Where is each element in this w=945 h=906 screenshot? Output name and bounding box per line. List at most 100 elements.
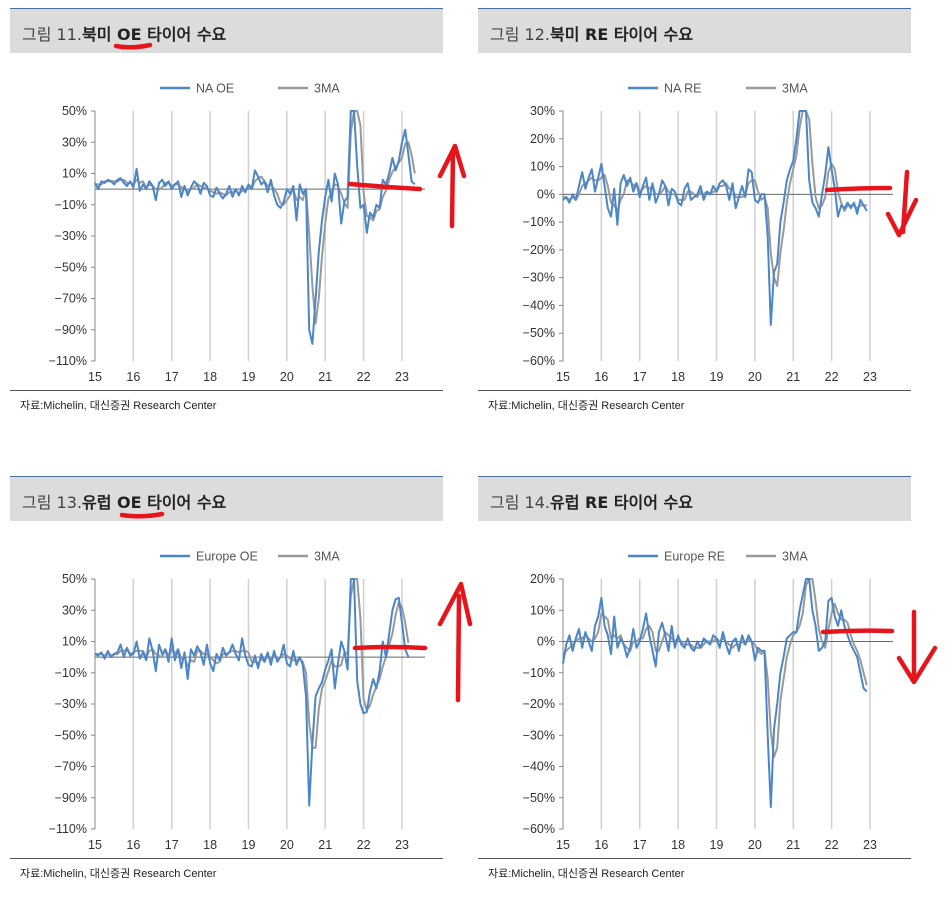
series-line-main bbox=[94, 578, 410, 807]
x-tick-label: 17 bbox=[633, 370, 647, 384]
x-tick-label: 16 bbox=[594, 370, 608, 384]
x-tick-label: 22 bbox=[825, 838, 839, 852]
legend-label: NA OE bbox=[196, 82, 234, 96]
legend: Europe RE 3MA bbox=[628, 550, 808, 564]
y-tick-label: −40% bbox=[523, 760, 555, 774]
y-tick-label: −10% bbox=[55, 198, 87, 212]
y-tick-label: −50% bbox=[55, 728, 87, 742]
x-tick-label: 20 bbox=[748, 370, 762, 384]
panel-footer: 자료:Michelin, 대신증권 Research Center bbox=[478, 858, 911, 880]
y-tick-label: 0% bbox=[537, 187, 555, 201]
source-note: 자료:Michelin, 대신증권 Research Center bbox=[20, 400, 217, 412]
x-tick-label: 15 bbox=[556, 838, 570, 852]
y-tick-label: 50% bbox=[62, 572, 87, 586]
x-tick-label: 18 bbox=[671, 370, 685, 384]
panel-footer: 자료:Michelin, 대신증권 Research Center bbox=[478, 390, 911, 412]
x-tick-label: 22 bbox=[357, 370, 371, 384]
y-tick-label: 10% bbox=[530, 160, 555, 174]
y-tick-label: −70% bbox=[55, 292, 87, 306]
line-chart: 15 16 17 18 19 20 21 22 23 −110% −90% −70% −50% −30% −… bbox=[49, 82, 425, 384]
panel-header: 그림 13.유럽 OE 타이어 수요 bbox=[10, 476, 443, 521]
line-chart: 15 16 17 18 19 20 21 22 23 −60% −50% −40% −30% −20% −1… bbox=[523, 550, 893, 852]
series-line-main bbox=[562, 110, 868, 326]
y-tick-label: 20% bbox=[530, 132, 555, 146]
y-tick-label: −70% bbox=[55, 760, 87, 774]
line-chart: 15 16 17 18 19 20 21 22 23 −110% −90% −70% −50% −30% −… bbox=[49, 550, 425, 852]
y-tick-label: −10% bbox=[523, 215, 555, 229]
y-tick-label: 30% bbox=[62, 135, 87, 149]
series-line-3ma bbox=[563, 110, 867, 287]
y-tick-label: −110% bbox=[49, 354, 87, 368]
x-tick-label: 17 bbox=[633, 838, 647, 852]
y-tick-label: −60% bbox=[523, 822, 555, 836]
y-tick-label: −20% bbox=[523, 243, 555, 257]
x-tick-label: 23 bbox=[863, 370, 877, 384]
legend-label: Europe RE bbox=[664, 550, 725, 564]
legend-label: 3MA bbox=[314, 550, 340, 564]
y-tick-label: −90% bbox=[55, 323, 87, 337]
x-tick-label: 16 bbox=[126, 370, 140, 384]
chart-panel-na-oe: 그림 11.북미 OE 타이어 수요 15 16 17 18 19 20 21 22 23 −11… bbox=[10, 8, 445, 428]
panel-header: 그림 14.유럽 RE 타이어 수요 bbox=[478, 476, 911, 521]
x-tick-label: 22 bbox=[825, 370, 839, 384]
x-tick-label: 19 bbox=[710, 838, 724, 852]
x-tick-label: 17 bbox=[165, 370, 179, 384]
x-tick-label: 18 bbox=[203, 370, 217, 384]
y-tick-label: −10% bbox=[523, 666, 555, 680]
series-line-3ma bbox=[562, 578, 868, 759]
x-tick-label: 21 bbox=[318, 370, 332, 384]
panel-footer: 자료:Michelin, 대신증권 Research Center bbox=[10, 858, 443, 880]
y-tick-label: −50% bbox=[523, 326, 555, 340]
x-tick-label: 16 bbox=[594, 838, 608, 852]
panel-header: 그림 11.북미 OE 타이어 수요 bbox=[10, 8, 443, 53]
y-tick-label: −40% bbox=[523, 298, 555, 312]
x-tick-label: 15 bbox=[88, 370, 102, 384]
chart-panel-na-re: 그림 12.북미 RE 타이어 수요 15 16 17 18 19 20 21 22 23 −60… bbox=[478, 8, 913, 428]
source-note: 자료:Michelin, 대신증권 Research Center bbox=[488, 868, 685, 880]
legend-label: NA RE bbox=[664, 82, 702, 96]
x-tick-label: 23 bbox=[395, 838, 409, 852]
x-tick-label: 23 bbox=[395, 370, 409, 384]
y-tick-label: 0% bbox=[537, 635, 555, 649]
series-line-3ma bbox=[95, 110, 416, 325]
x-tick-label: 15 bbox=[88, 838, 102, 852]
x-tick-label: 21 bbox=[786, 838, 800, 852]
x-tick-label: 16 bbox=[126, 838, 140, 852]
figure-number: 그림 13. bbox=[22, 493, 82, 512]
x-tick-label: 19 bbox=[242, 838, 256, 852]
y-tick-label: 30% bbox=[62, 603, 87, 617]
figure-title: 유럽 OE 타이어 수요 bbox=[81, 493, 227, 512]
y-tick-label: 10% bbox=[62, 635, 87, 649]
series-line-main bbox=[94, 110, 416, 345]
x-tick-label: 21 bbox=[786, 370, 800, 384]
legend: NA OE 3MA bbox=[160, 82, 340, 96]
legend-label: 3MA bbox=[782, 82, 808, 96]
x-tick-label: 18 bbox=[203, 838, 217, 852]
chart-panel-europe-oe: 그림 13.유럽 OE 타이어 수요 15 16 17 18 19 20 21 22 23 −11… bbox=[10, 476, 445, 896]
source-note: 자료:Michelin, 대신증권 Research Center bbox=[20, 868, 217, 880]
panel-title: 그림 14.유럽 RE 타이어 수요 bbox=[490, 489, 693, 513]
source-note: 자료:Michelin, 대신증권 Research Center bbox=[488, 400, 685, 412]
figure-number: 그림 11. bbox=[22, 25, 82, 44]
legend: Europe OE 3MA bbox=[160, 550, 340, 564]
x-tick-label: 23 bbox=[863, 838, 877, 852]
y-tick-label: −110% bbox=[49, 822, 87, 836]
y-tick-label: 10% bbox=[62, 167, 87, 181]
legend-label: Europe OE bbox=[196, 550, 258, 564]
x-tick-label: 20 bbox=[280, 838, 294, 852]
panel-title: 그림 11.북미 OE 타이어 수요 bbox=[22, 21, 226, 45]
y-tick-label: 50% bbox=[62, 104, 87, 118]
legend-label: 3MA bbox=[314, 82, 340, 96]
y-tick-label: −30% bbox=[55, 229, 87, 243]
y-tick-label: 10% bbox=[530, 603, 555, 617]
x-tick-label: 18 bbox=[671, 838, 685, 852]
y-tick-label: −50% bbox=[523, 791, 555, 805]
y-tick-label: −90% bbox=[55, 791, 87, 805]
line-chart: 15 16 17 18 19 20 21 22 23 −60% −50% −40% −30% −20% −1… bbox=[523, 82, 893, 384]
y-tick-label: −50% bbox=[55, 260, 87, 274]
figure-number: 그림 14. bbox=[490, 493, 550, 512]
figure-title: 북미 OE 타이어 수요 bbox=[81, 25, 227, 44]
panel-footer: 자료:Michelin, 대신증권 Research Center bbox=[10, 390, 443, 412]
y-tick-label: −30% bbox=[523, 271, 555, 285]
chart-panel-europe-re: 그림 14.유럽 RE 타이어 수요 15 16 17 18 19 20 21 22 23 −60… bbox=[478, 476, 913, 896]
